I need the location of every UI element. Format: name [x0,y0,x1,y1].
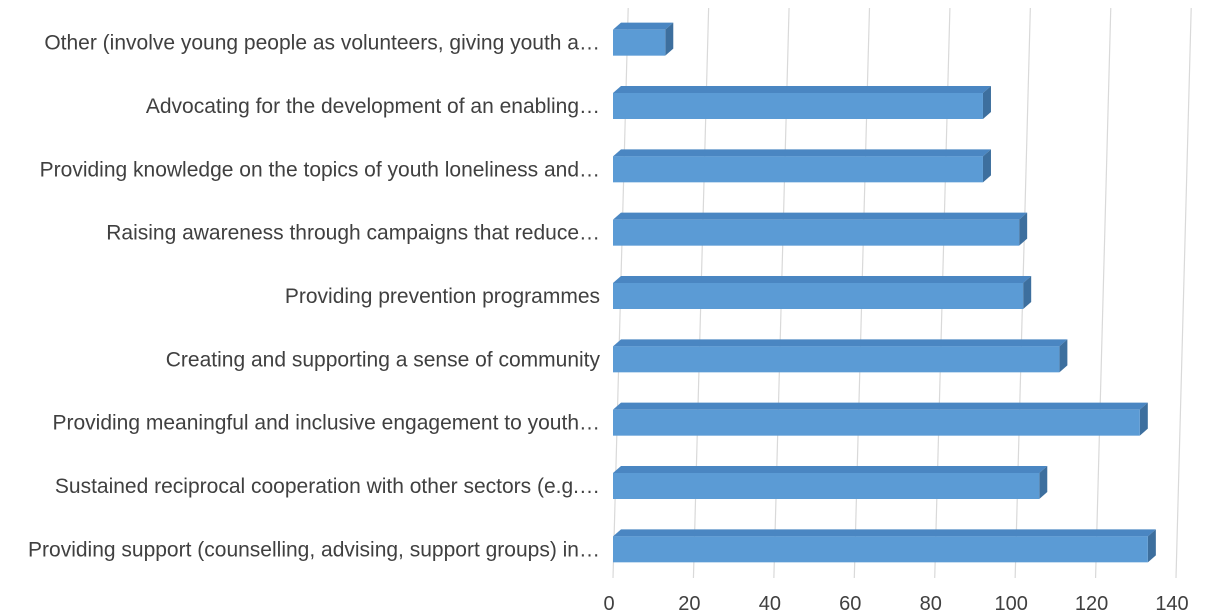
bar-top-face [613,149,991,157]
bar-top-face [613,22,674,30]
category-label: Sustained reciprocal cooperation with ot… [55,475,600,498]
bar-side-face [1019,212,1028,246]
bars [613,22,1156,563]
bar-side-face [1059,339,1068,373]
bar-front-face [613,156,983,183]
bar [613,339,1068,373]
bar-front-face [613,283,1024,309]
category-label: Advocating for the development of an ena… [146,95,600,118]
category-label: Raising awareness through campaigns that… [106,222,600,245]
bar-side-face [982,86,991,119]
x-tick-label: 60 [839,593,861,615]
bar [613,276,1032,309]
bar-front-face [613,409,1140,436]
gridline [1175,7,1192,579]
bar [613,212,1028,246]
category-label: Creating and supporting a sense of commu… [166,348,601,371]
bar [613,149,991,183]
bar-side-face [1023,276,1032,309]
x-tick-label: 40 [759,593,781,615]
bar-front-face [613,473,1040,499]
bar-side-face [982,149,991,183]
bar-front-face [613,93,983,119]
bar [613,22,674,56]
bar-side-face [665,22,674,56]
bar-front-face [613,29,666,56]
x-tick-label: 0 [603,593,614,615]
category-label: Providing knowledge on the topics of you… [40,158,600,181]
bar-side-face [1147,529,1156,563]
bar-front-face [613,536,1148,563]
x-tick-label: 140 [1155,593,1188,615]
x-axis-tick-labels: 0 20 40 60 80 100 120 140 [603,593,1188,615]
bar [613,402,1148,436]
bar [613,529,1156,563]
x-tick-label: 80 [920,593,942,615]
bar-top-face [613,339,1068,347]
bar-side-face [1139,402,1148,436]
bar-top-face [613,466,1048,473]
bar [613,466,1048,499]
gridline [1094,7,1112,579]
bar-top-face [613,212,1028,220]
bar-front-face [613,219,1020,246]
x-tick-label: 20 [678,593,700,615]
x-tick-label: 100 [994,593,1027,615]
bar-front-face [613,346,1060,373]
category-label: Providing support (counselling, advising… [28,538,600,561]
bar-top-face [613,402,1148,410]
x-tick-label: 120 [1075,593,1108,615]
bar-side-face [1039,466,1048,499]
category-label: Other (involve young people as volunteer… [44,32,600,55]
category-labels: Other (involve young people as volunteer… [28,32,600,562]
bar-top-face [613,276,1032,283]
bar-top-face [613,529,1156,537]
category-label: Providing meaningful and inclusive engag… [52,412,600,435]
category-label: Providing prevention programmes [285,285,600,308]
bar-top-face [613,86,991,93]
bar [613,86,991,119]
